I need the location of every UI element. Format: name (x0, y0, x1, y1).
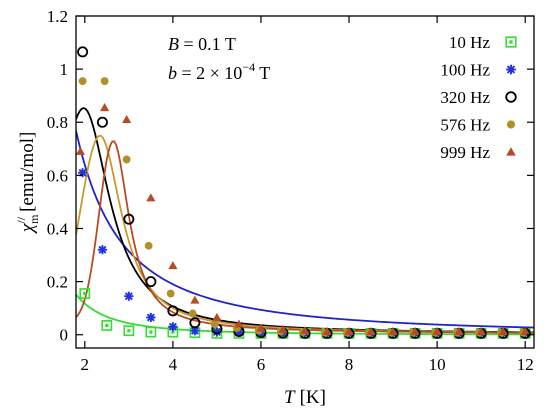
fit-curve-4 (76, 140, 534, 334)
data-point-2 (167, 305, 179, 317)
data-point-4 (322, 326, 332, 335)
data-point-4 (432, 326, 442, 335)
data-point-4 (454, 326, 464, 335)
data-point-4 (76, 146, 86, 155)
legend: 10 Hz 100 Hz 320 Hz 576 Hz 999 Hz (440, 33, 517, 162)
annotation-amplitude-exp: −4 (242, 60, 255, 74)
y-tick-label: 0 (60, 326, 69, 345)
data-point-4 (410, 326, 420, 335)
y-axis-title-unit: [emu/mol] (17, 132, 38, 212)
y-axis-title-sub: m (27, 214, 41, 224)
annotation-amplitude-unit: T (255, 63, 270, 83)
data-point-1 (97, 245, 108, 255)
data-point-3 (78, 77, 87, 85)
data-point-4 (190, 295, 200, 304)
plot-frame (75, 15, 535, 349)
fit-curve-3 (76, 134, 534, 334)
x-tick-label: 10 (429, 355, 446, 374)
y-tick-label: 0.4 (47, 219, 69, 238)
data-point-4 (278, 324, 288, 333)
legend-label: 576 Hz (440, 116, 490, 135)
legend-marker (505, 36, 517, 48)
legend-label: 320 Hz (440, 88, 490, 107)
data-point-3 (210, 320, 219, 329)
legend-marker (506, 147, 516, 156)
annotation-field-var: B (168, 34, 179, 54)
data-point-2 (145, 276, 157, 288)
data-point-4 (388, 326, 398, 335)
x-tick-label: 2 (81, 355, 90, 374)
y-axis: 0 0.2 0.4 0.6 0.8 1 1.2 (47, 7, 534, 345)
data-point-1 (146, 312, 156, 323)
data-point-2 (123, 213, 135, 225)
data-point-4 (234, 319, 244, 328)
x-axis-title-unit: [K] (300, 387, 326, 408)
y-axis-title-sup: // (14, 216, 28, 223)
legend-marker (506, 120, 516, 129)
x-axis-title: T [K] (284, 387, 326, 408)
y-tick-label: 1.2 (47, 7, 68, 26)
x-axis: 2 4 6 8 10 12 (81, 16, 534, 374)
data-point-0 (101, 320, 113, 331)
legend-label: 999 Hz (440, 143, 490, 162)
data-point-0 (123, 325, 135, 337)
y-axis-title: χm// [emu/mol] (14, 132, 41, 235)
data-point-4 (498, 326, 508, 335)
data-point-1 (124, 291, 134, 301)
y-tick-label: 0.6 (47, 166, 68, 185)
data-point-3 (166, 289, 175, 298)
data-point-3 (100, 77, 109, 85)
data-point-2 (96, 116, 108, 128)
data-point-4 (212, 312, 222, 321)
data-point-4 (476, 326, 486, 335)
x-axis-title-var: T (284, 387, 296, 408)
annotation-field-value: = 0.1 T (179, 34, 236, 54)
fit-curve-1 (76, 130, 534, 329)
x-tick-label: 8 (345, 355, 354, 374)
x-tick-label: 6 (257, 355, 266, 374)
x-tick-label: 12 (517, 355, 534, 374)
data-point-2 (77, 46, 89, 58)
data-point-3 (144, 241, 153, 250)
y-tick-label: 1 (60, 60, 69, 79)
annotation-field: B = 0.1 T (168, 34, 236, 54)
data-point-4 (100, 103, 110, 112)
y-tick-label: 0.2 (47, 273, 68, 292)
fit-curves (76, 107, 534, 336)
data-point-4 (366, 326, 376, 335)
legend-label: 10 Hz (449, 33, 491, 52)
data-point-1 (168, 322, 178, 332)
data-point-4 (256, 323, 266, 332)
y-tick-label: 0.8 (47, 113, 68, 132)
data-point-2 (189, 317, 201, 329)
fit-curve-2 (76, 107, 534, 334)
data-point-4 (300, 326, 310, 335)
y-axis-title-var: χ (17, 223, 38, 234)
x-tick-label: 4 (169, 355, 178, 374)
data-point-3 (188, 309, 197, 318)
data-point-4 (146, 193, 156, 202)
annotation-amplitude-value: = 2 × 10 (177, 63, 242, 83)
data-point-4 (344, 326, 354, 335)
data-point-0 (79, 288, 91, 299)
annotation-amplitude: b = 2 × 10−4 T (168, 60, 270, 83)
data-point-0 (145, 326, 157, 338)
legend-marker (505, 91, 517, 103)
data-point-4 (168, 261, 178, 270)
data-point-3 (122, 155, 131, 164)
data-point-4 (122, 114, 132, 124)
data-markers (76, 46, 531, 339)
annotation-amplitude-var: b (168, 63, 177, 83)
data-point-4 (520, 326, 530, 335)
legend-marker (506, 64, 516, 75)
legend-label: 100 Hz (440, 61, 490, 80)
